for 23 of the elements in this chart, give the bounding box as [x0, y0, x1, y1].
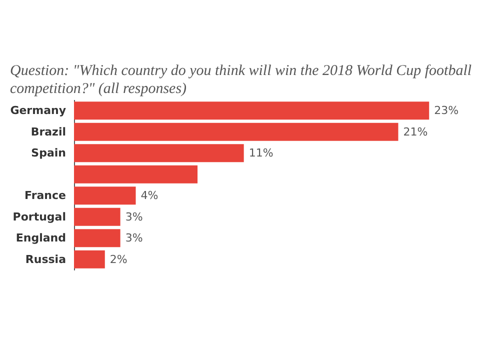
bar	[74, 186, 136, 205]
y-tick-label: England	[16, 232, 66, 245]
data-label: 11%	[248, 146, 274, 160]
bar	[74, 122, 398, 141]
bar	[74, 229, 120, 248]
data-label: 21%	[403, 125, 428, 138]
bar	[74, 250, 105, 268]
bar	[74, 208, 120, 226]
data-label: 3%	[125, 210, 143, 224]
y-tick-label: Brazil	[30, 125, 66, 138]
y-tick-label: Spain	[31, 146, 66, 160]
data-label: 2%	[110, 252, 128, 266]
y-tick-label: Russia	[25, 252, 66, 266]
data-label: 3%	[125, 232, 143, 245]
y-tick-label: Portugal	[12, 210, 66, 224]
bar	[74, 165, 198, 184]
bar	[74, 144, 244, 162]
y-tick-label: Germany	[10, 104, 66, 118]
data-label: 4%	[140, 189, 158, 202]
chart-title: Question: "Which country do you think will win the 2018 World Cup football competition?" (all responses)	[10, 62, 473, 98]
y-tick-label: France	[24, 189, 66, 202]
data-label: 23%	[434, 104, 459, 118]
bar	[74, 102, 430, 120]
